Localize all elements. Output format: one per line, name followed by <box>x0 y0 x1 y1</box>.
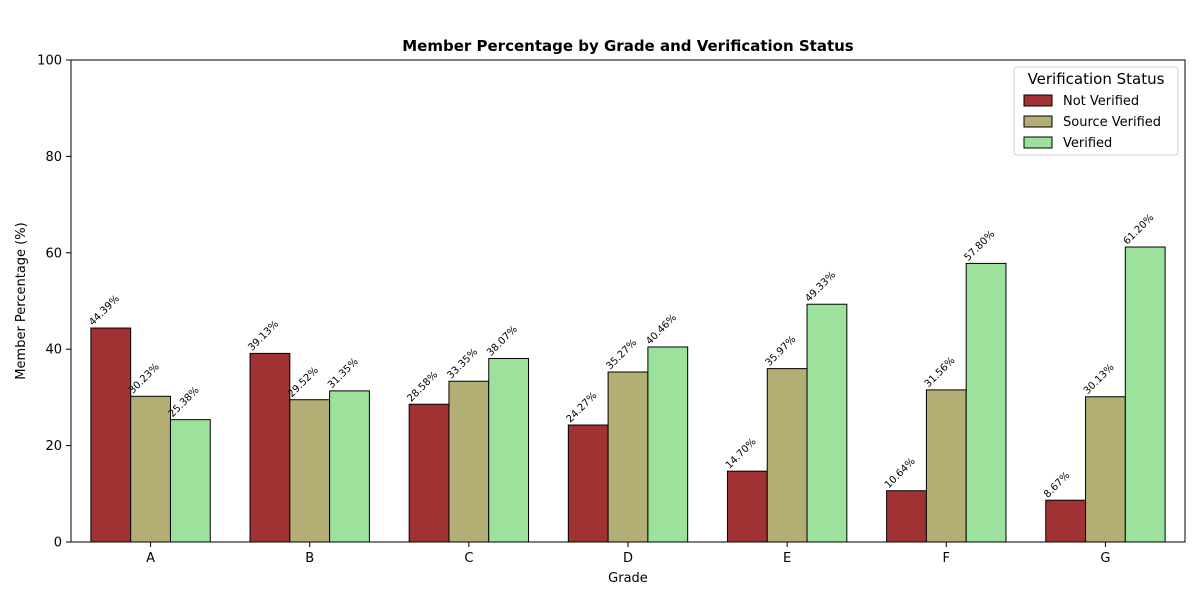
data-label: 30.23% <box>127 362 162 397</box>
legend-swatch <box>1023 115 1053 128</box>
data-label: 38.07% <box>485 324 520 359</box>
x-axis-label: Grade <box>608 571 648 586</box>
data-label: 35.97% <box>764 334 799 369</box>
y-tick-label: 0 <box>54 536 62 551</box>
legend-swatch <box>1023 136 1053 149</box>
legend-box <box>1013 66 1179 156</box>
data-label: 44.39% <box>87 293 122 328</box>
legend-title: Verification Status <box>1028 70 1165 88</box>
legend-label: Source Verified <box>1063 115 1161 130</box>
bar <box>925 389 967 543</box>
data-label: 25.38% <box>167 385 202 420</box>
y-tick-label: 80 <box>45 150 62 165</box>
data-label: 24.27% <box>565 390 600 425</box>
bar <box>1085 396 1126 543</box>
bar <box>408 403 450 543</box>
data-label: 61.20% <box>1122 212 1157 247</box>
data-label: 10.64% <box>883 456 918 491</box>
bar <box>766 368 808 543</box>
y-axis-label: Member Percentage (%) <box>14 222 29 379</box>
bar <box>249 352 291 543</box>
bar <box>726 470 768 543</box>
chart-title: Member Percentage by Grade and Verificat… <box>402 37 854 55</box>
x-tick-label: E <box>783 551 791 566</box>
data-label: 28.58% <box>406 370 441 405</box>
x-tick-label: D <box>623 551 633 566</box>
data-label: 8.67% <box>1042 470 1072 500</box>
legend-label: Verified <box>1063 136 1112 151</box>
bar <box>567 424 609 543</box>
data-label: 35.27% <box>604 337 639 372</box>
bar <box>886 490 927 543</box>
bar <box>1124 246 1166 543</box>
data-label: 14.70% <box>724 437 759 472</box>
y-tick-label: 20 <box>45 439 62 454</box>
x-tick-label: G <box>1100 551 1110 566</box>
bar <box>607 371 649 543</box>
data-label: 29.52% <box>286 365 321 400</box>
bar <box>289 399 331 543</box>
y-tick-label: 60 <box>45 246 62 261</box>
data-label: 49.33% <box>803 270 838 305</box>
data-label: 31.35% <box>326 356 361 391</box>
data-label: 39.13% <box>246 319 281 354</box>
data-label: 40.46% <box>644 312 679 347</box>
bar <box>965 262 1007 543</box>
y-tick-label: 100 <box>37 54 62 69</box>
bar <box>90 327 132 543</box>
x-tick-label: C <box>464 551 473 566</box>
bar <box>130 395 171 543</box>
legend-swatch <box>1023 94 1053 107</box>
x-tick-label: B <box>305 551 314 566</box>
bar <box>488 358 530 543</box>
plot-area: 44.39% 39.13% 28.58% 24.27% 14.70% 10.64% 8.67… <box>37 54 1186 566</box>
bar <box>1045 499 1087 543</box>
y-tick-label: 40 <box>45 343 62 358</box>
data-label: 33.35% <box>445 347 480 382</box>
bar <box>329 390 370 543</box>
data-label: 31.56% <box>923 355 958 390</box>
bar <box>806 303 848 543</box>
x-tick-label: F <box>943 551 950 566</box>
legend: Verification Status Not Verified Source Ve… <box>1013 66 1179 156</box>
bar <box>647 346 689 543</box>
data-label: 57.80% <box>963 229 998 264</box>
bar <box>169 419 211 543</box>
x-tick-label: A <box>146 551 155 566</box>
legend-label: Not Verified <box>1063 94 1139 109</box>
bar <box>448 380 490 543</box>
data-label: 30.13% <box>1082 362 1117 397</box>
